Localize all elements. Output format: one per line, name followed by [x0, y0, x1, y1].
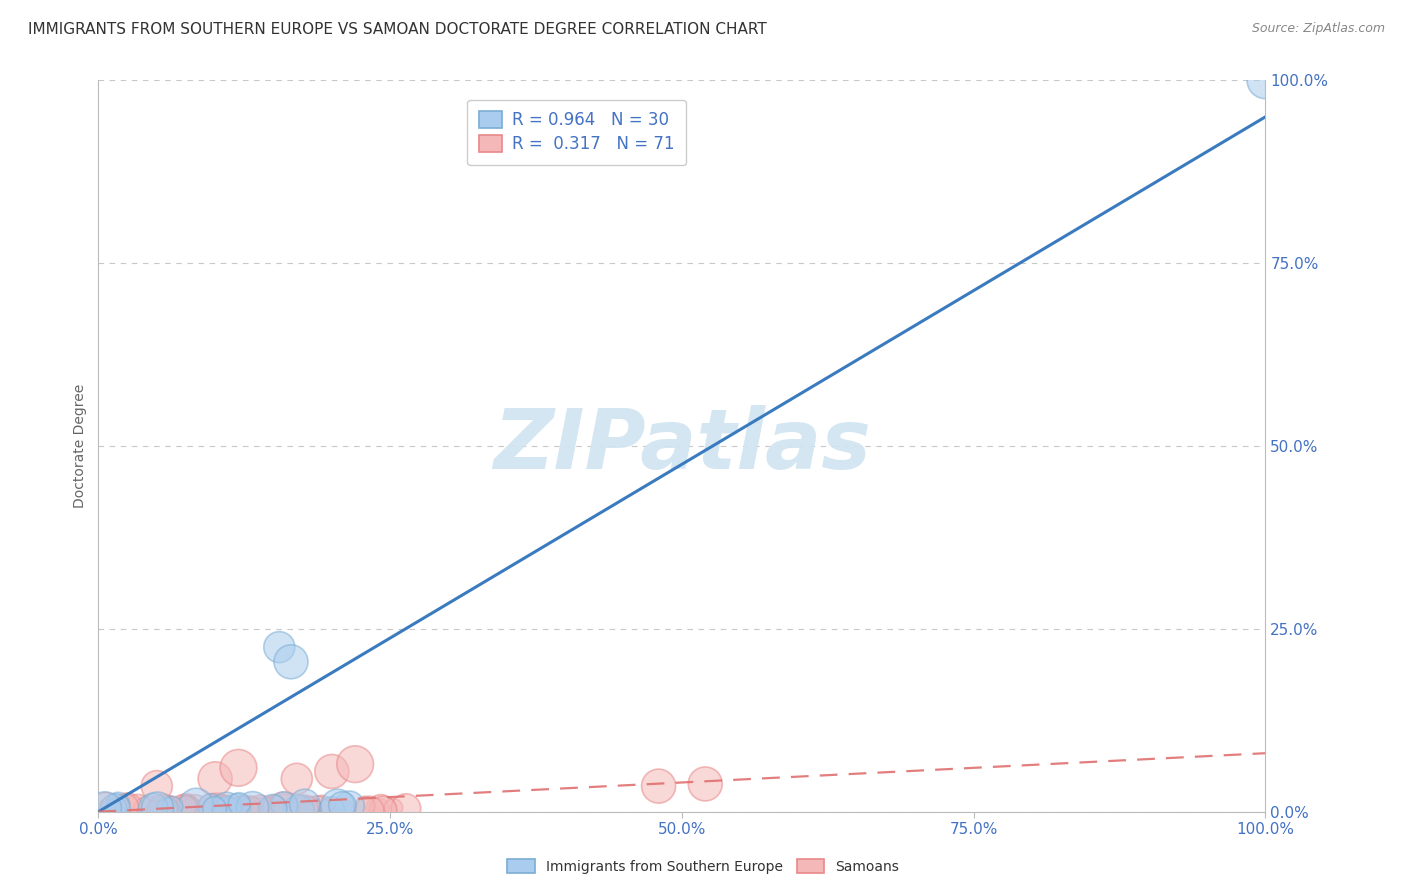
Point	[162, 799, 184, 814]
Point	[142, 801, 165, 815]
Point	[330, 798, 353, 813]
Point	[136, 804, 159, 818]
Point	[225, 800, 247, 814]
Point	[231, 805, 253, 819]
Point	[146, 801, 169, 815]
Point	[200, 800, 222, 814]
Point	[339, 798, 361, 813]
Point	[209, 799, 232, 814]
Point	[157, 804, 180, 818]
Text: IMMIGRANTS FROM SOUTHERN EUROPE VS SAMOAN DOCTORATE DEGREE CORRELATION CHART: IMMIGRANTS FROM SOUTHERN EUROPE VS SAMOA…	[28, 22, 766, 37]
Point	[247, 800, 270, 814]
Point	[259, 804, 281, 818]
Point	[201, 800, 224, 814]
Point	[242, 800, 264, 814]
Point	[285, 772, 308, 786]
Point	[354, 799, 377, 814]
Point	[150, 804, 173, 818]
Point	[262, 801, 284, 815]
Point	[287, 804, 309, 818]
Point	[179, 800, 201, 814]
Point	[291, 803, 314, 817]
Point	[157, 801, 180, 815]
Point	[207, 799, 229, 814]
Point	[152, 803, 174, 817]
Point	[269, 640, 291, 655]
Point	[169, 802, 191, 816]
Point	[301, 803, 323, 817]
Point	[115, 799, 138, 814]
Point	[94, 801, 117, 815]
Point	[292, 802, 315, 816]
Point	[263, 800, 285, 814]
Point	[370, 803, 392, 817]
Point	[156, 801, 179, 815]
Point	[344, 757, 367, 772]
Point	[94, 801, 117, 815]
Point	[326, 799, 349, 814]
Point	[228, 761, 250, 775]
Point	[294, 797, 316, 812]
Point	[231, 799, 253, 814]
Point	[186, 797, 208, 812]
Point	[174, 799, 197, 814]
Point	[395, 801, 418, 815]
Point	[260, 803, 283, 817]
Point	[172, 803, 194, 817]
Point	[263, 799, 285, 814]
Point	[215, 799, 238, 814]
Point	[204, 772, 226, 786]
Point	[321, 802, 343, 816]
Point	[117, 800, 139, 814]
Point	[226, 804, 249, 818]
Point	[152, 801, 174, 815]
Point	[104, 801, 127, 815]
Point	[311, 800, 333, 814]
Point	[280, 655, 302, 669]
Legend: R = 0.964   N = 30, R =  0.317   N = 71: R = 0.964 N = 30, R = 0.317 N = 71	[467, 100, 686, 165]
Point	[174, 799, 197, 814]
Point	[177, 805, 200, 819]
Point	[299, 800, 322, 814]
Point	[204, 802, 226, 816]
Point	[273, 800, 295, 814]
Point	[359, 804, 381, 818]
Point	[371, 803, 394, 817]
Point	[382, 801, 405, 815]
Point	[217, 803, 239, 817]
Point	[107, 797, 129, 811]
Point	[368, 800, 391, 814]
Point	[146, 779, 169, 793]
Point	[184, 801, 207, 815]
Point	[104, 802, 127, 816]
Point	[333, 804, 356, 818]
Point	[1254, 73, 1277, 87]
Legend: Immigrants from Southern Europe, Samoans: Immigrants from Southern Europe, Samoans	[499, 853, 907, 880]
Point	[235, 801, 257, 815]
Point	[232, 804, 254, 818]
Point	[218, 801, 240, 815]
Point	[239, 800, 262, 814]
Point	[127, 801, 149, 815]
Point	[105, 800, 128, 814]
Point	[647, 779, 669, 793]
Point	[249, 802, 271, 816]
Point	[695, 777, 717, 791]
Point	[226, 803, 249, 817]
Text: ZIPatlas: ZIPatlas	[494, 406, 870, 486]
Point	[97, 802, 120, 816]
Point	[305, 805, 328, 819]
Text: Source: ZipAtlas.com: Source: ZipAtlas.com	[1251, 22, 1385, 36]
Point	[321, 764, 343, 779]
Point	[179, 801, 201, 815]
Point	[177, 800, 200, 814]
Y-axis label: Doctorate Degree: Doctorate Degree	[73, 384, 87, 508]
Point	[271, 800, 294, 814]
Point	[215, 800, 238, 814]
Point	[228, 797, 250, 811]
Point	[273, 798, 295, 813]
